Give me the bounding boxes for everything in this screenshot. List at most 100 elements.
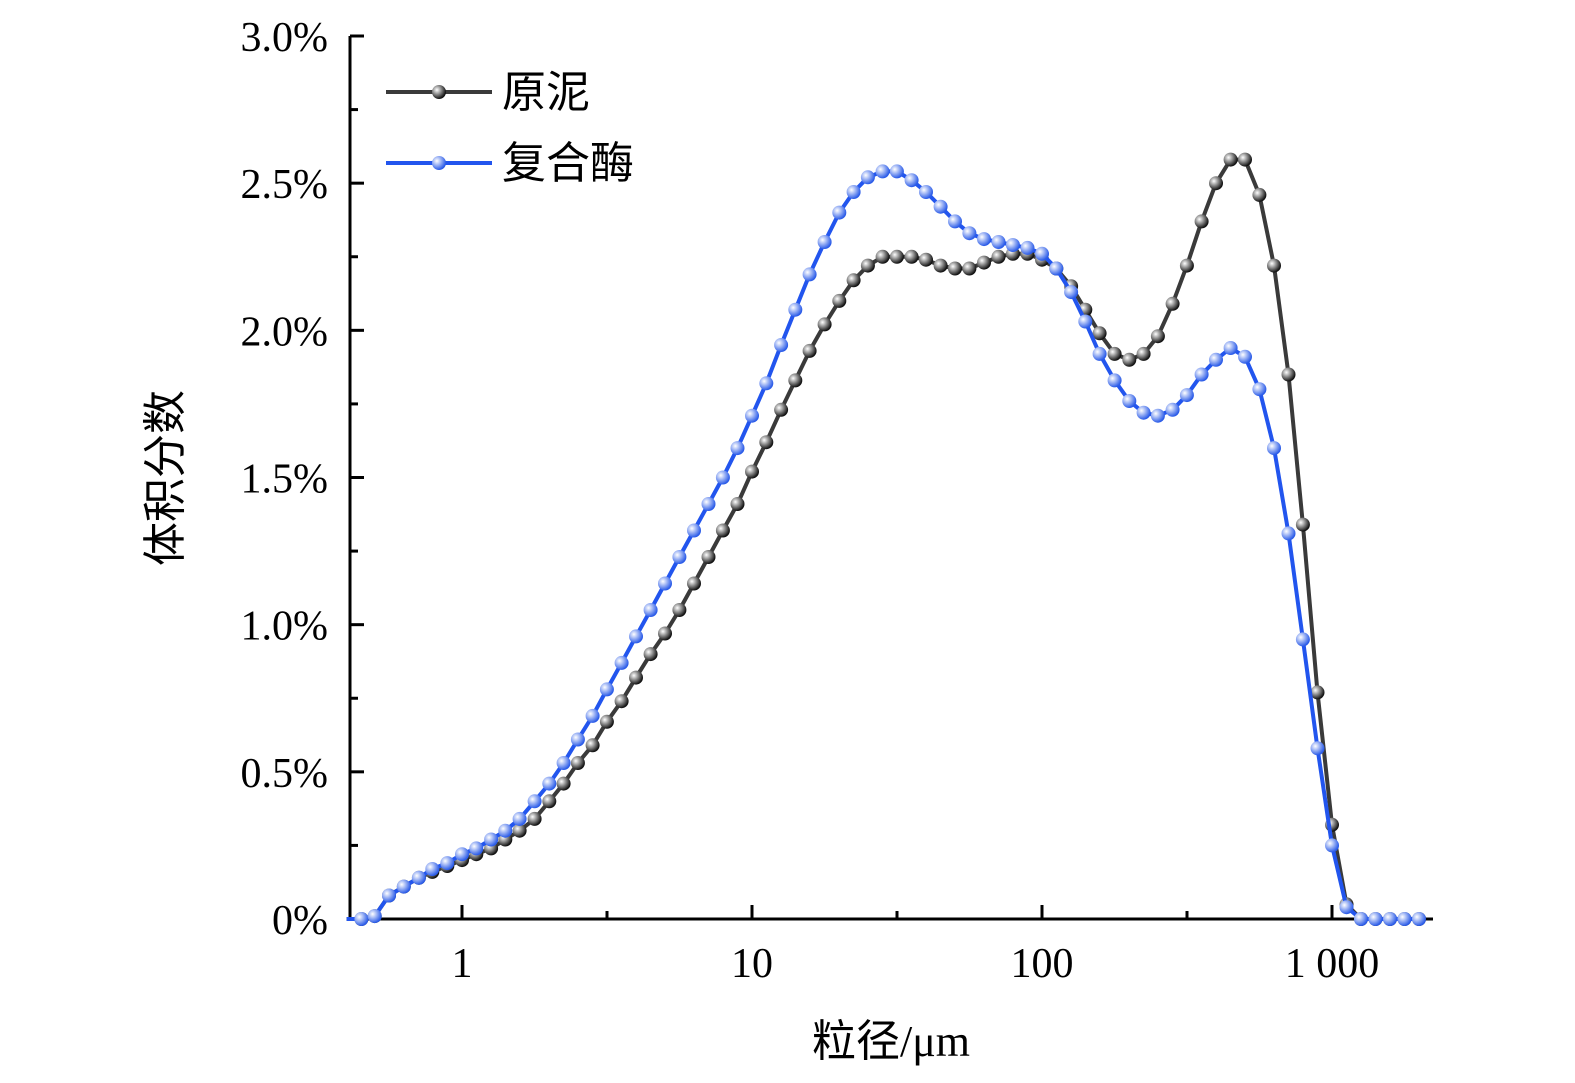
data-point (962, 261, 977, 276)
data-point (570, 732, 585, 747)
data-point (687, 576, 701, 591)
x-tick-label: 10 (731, 941, 773, 987)
data-point (1049, 261, 1064, 276)
data-point (614, 694, 629, 709)
data-point (599, 682, 614, 697)
data-point (745, 408, 759, 423)
data-point (1179, 388, 1194, 403)
x-ticks: 1 10 100 1 000 (452, 905, 1380, 987)
data-point (788, 373, 803, 388)
data-point (774, 402, 789, 417)
y-tick-label: 2.5% (241, 162, 329, 208)
data-point (1020, 240, 1035, 255)
data-point (860, 258, 875, 273)
x-tick-label: 100 (1011, 941, 1074, 987)
data-point (1078, 314, 1093, 329)
data-point (1209, 352, 1223, 367)
data-point (585, 738, 600, 753)
series-1 (346, 164, 1426, 926)
y-tick-label: 1.5% (241, 457, 329, 503)
data-point (629, 670, 643, 685)
data-point (1005, 238, 1020, 252)
data-point (469, 841, 484, 856)
data-point (1194, 214, 1209, 229)
data-point (527, 794, 542, 809)
data-point (687, 523, 701, 538)
data-point (1064, 285, 1079, 300)
data-point (730, 497, 745, 511)
data-point (1223, 152, 1238, 167)
series-line (346, 157, 1419, 921)
data-point (542, 776, 557, 791)
data-point (585, 708, 600, 723)
data-point (1092, 326, 1107, 341)
data-point (1238, 152, 1252, 167)
legend-item-0: 原泥 (386, 68, 590, 117)
data-point (1295, 632, 1310, 647)
x-tick-label: 1 000 (1285, 941, 1380, 987)
data-point (919, 252, 933, 267)
data-point (759, 376, 774, 391)
data-point (599, 714, 614, 729)
data-point (1150, 329, 1165, 344)
y-tick-label: 3.0% (241, 15, 329, 61)
data-point (1092, 346, 1107, 361)
legend-label: 复合酶 (502, 139, 634, 188)
data-point (1383, 912, 1397, 926)
data-point (672, 550, 687, 564)
data-point (512, 823, 527, 838)
data-point (527, 811, 542, 826)
data-point (948, 261, 962, 276)
legend-item-1: 复合酶 (386, 139, 634, 188)
data-point (889, 164, 904, 179)
data-point (802, 343, 817, 358)
data-point (904, 173, 919, 188)
data-point (1354, 912, 1368, 926)
data-point (1107, 346, 1122, 361)
data-point (991, 249, 1006, 264)
data-point (875, 164, 890, 179)
data-point (1136, 346, 1151, 361)
data-point (672, 603, 687, 617)
data-point (846, 273, 861, 288)
data-point (991, 235, 1006, 249)
y-tick-label: 0% (272, 898, 328, 944)
data-point (658, 576, 672, 591)
data-point (948, 214, 962, 229)
data-point (1150, 408, 1165, 423)
data-point (1281, 367, 1296, 382)
data-point (411, 870, 426, 885)
data-point (962, 226, 977, 241)
data-point (498, 823, 513, 838)
data-point (1339, 900, 1354, 915)
data-point (875, 249, 890, 264)
series-line (346, 169, 1419, 921)
data-point (730, 441, 745, 456)
data-point (817, 317, 832, 332)
series-layer (346, 152, 1426, 926)
data-point (1295, 517, 1310, 532)
data-point (614, 655, 629, 670)
x-axis-title: 粒径/μm (812, 1017, 970, 1066)
data-point (774, 338, 789, 352)
legend-swatch-marker (432, 85, 446, 99)
axes: 0% 0.5% 1.0% 1.5% 2.0% 2.5% 3.0% 1 10 100 1 000 (241, 15, 1433, 987)
data-point (832, 293, 847, 308)
data-point (512, 811, 527, 826)
data-point (1122, 352, 1137, 367)
data-point (1223, 341, 1238, 355)
data-point (832, 205, 847, 220)
data-point (1325, 838, 1339, 853)
data-point (1281, 526, 1296, 541)
data-point (367, 909, 382, 924)
data-point (643, 603, 658, 617)
data-point (919, 185, 933, 199)
y-tick-label: 0.5% (241, 751, 329, 797)
data-point (1035, 246, 1049, 261)
data-point (570, 756, 585, 770)
data-point (382, 888, 396, 903)
data-point (556, 776, 571, 791)
data-point (745, 464, 759, 479)
data-point (701, 497, 716, 511)
